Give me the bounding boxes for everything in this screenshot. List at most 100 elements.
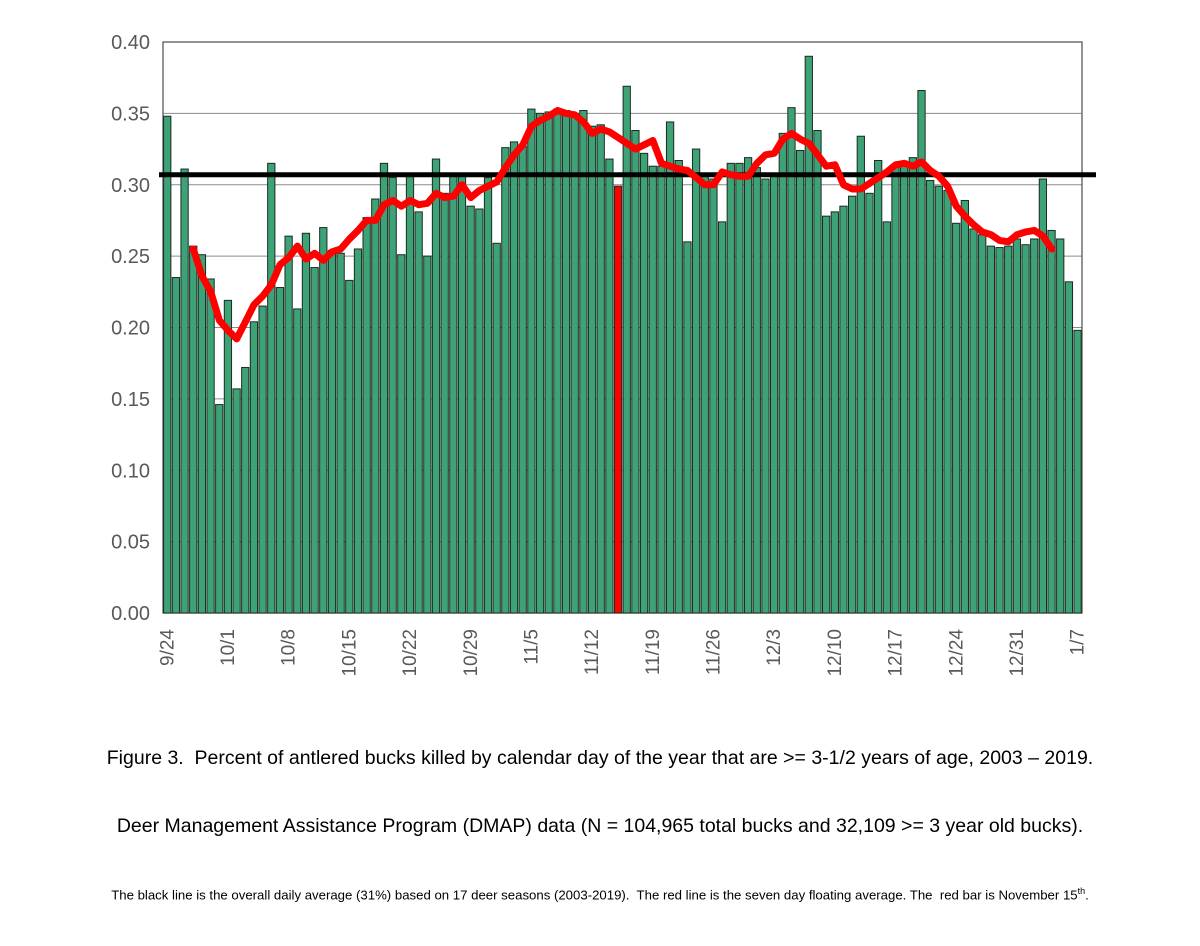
bar (761, 178, 770, 614)
bar (171, 277, 181, 614)
x-axis-tick-label: 10/8 (279, 629, 300, 666)
bar (596, 124, 605, 614)
bar (440, 192, 449, 614)
y-axis-tick-label: 0.00 (111, 603, 150, 625)
chart-svg: 0.00 0.05 0.10 0.15 0.20 0.25 0.30 0.35 0.40 9/24… (111, 32, 1096, 677)
bar (674, 159, 683, 614)
y-axis-tick-label: 0.25 (111, 246, 150, 268)
bar (249, 321, 259, 614)
bar (553, 108, 562, 614)
red-day-bar-nov15 (613, 185, 623, 614)
bar (822, 215, 831, 614)
bar (275, 287, 285, 614)
bar (579, 110, 588, 614)
x-axis-tick-label: 12/17 (886, 629, 907, 677)
bar (284, 235, 293, 614)
x-axis-tick-label: 11/19 (643, 629, 664, 675)
x-axis-tick-label: 10/15 (339, 629, 360, 677)
y-axis-tick-label: 0.20 (111, 318, 150, 340)
bar (215, 404, 224, 614)
bar (691, 148, 701, 614)
bar (622, 85, 631, 614)
bar (700, 172, 709, 614)
x-axis-tick-label: 10/29 (461, 629, 482, 677)
bar (995, 247, 1004, 614)
bar (362, 217, 371, 614)
bar (856, 135, 865, 614)
bar (336, 252, 345, 614)
y-axis-tick-label: 0.15 (111, 389, 150, 411)
bar (943, 189, 952, 614)
bar (319, 227, 328, 614)
bar (1004, 245, 1013, 614)
bar (926, 179, 935, 614)
bar (960, 199, 969, 614)
bar (267, 162, 276, 614)
bar (379, 162, 389, 614)
bar (466, 205, 475, 614)
x-axis-tick-label: 12/31 (1007, 629, 1028, 677)
bar (778, 132, 787, 614)
bar (1038, 178, 1048, 614)
y-axis-tick-label: 0.30 (111, 175, 150, 197)
bar (258, 305, 267, 614)
bar (414, 211, 423, 614)
y-axis-tick-label: 0.40 (111, 32, 150, 54)
bar (717, 221, 727, 614)
bar (1012, 238, 1022, 614)
x-axis-tick-label: 11/5 (522, 629, 543, 665)
bar (709, 178, 718, 614)
figure-caption: Figure 3. Percent of antlered bucks kill… (0, 704, 1200, 946)
figure-page: 0.00 0.05 0.10 0.15 0.20 0.25 0.30 0.35 0.40 9/24… (106, 32, 1096, 903)
x-axis-tick-label: 10/1 (218, 629, 239, 666)
footnote-period: . (1085, 887, 1089, 903)
bar (804, 55, 813, 614)
bar (639, 152, 649, 614)
bar (587, 125, 597, 614)
bar (544, 111, 553, 614)
bar (570, 112, 579, 614)
x-axis-tick-label: 11/12 (582, 629, 603, 675)
bar (527, 108, 536, 614)
bar (397, 254, 406, 614)
bar (752, 167, 761, 614)
bar (371, 198, 380, 614)
x-axis-tick-label: 12/3 (764, 629, 785, 666)
bar (830, 211, 839, 614)
footnote-superscript: th (1077, 886, 1086, 897)
figure-caption-line1: Figure 3. Percent of antlered bucks kill… (106, 747, 1094, 770)
bar (631, 130, 640, 614)
bar (518, 145, 527, 614)
x-axis-tick-label: 10/22 (400, 629, 421, 677)
bar (483, 177, 493, 614)
bar (1056, 238, 1065, 614)
bar (1030, 238, 1039, 614)
bar (917, 90, 926, 614)
plot-border (162, 41, 1083, 614)
bar (561, 110, 571, 614)
bar (197, 254, 207, 614)
bar (301, 232, 311, 614)
bar (1073, 329, 1082, 614)
bar (665, 121, 675, 614)
bar (882, 221, 891, 614)
bar (1021, 244, 1030, 614)
red-average-line (189, 107, 1056, 343)
bar (657, 165, 666, 614)
bar (934, 185, 943, 614)
bar (787, 107, 796, 614)
bar (978, 234, 987, 614)
bar (874, 159, 883, 614)
figure-footnote: The black line is the overall daily aver… (0, 886, 1200, 904)
bar (648, 165, 657, 614)
chart-area: 0.00 0.05 0.10 0.15 0.20 0.25 0.30 0.35 0.40 9/24… (111, 32, 1096, 677)
bar (293, 308, 302, 614)
bar (509, 141, 519, 614)
bar (683, 241, 692, 614)
bar (223, 299, 233, 614)
bar (839, 205, 848, 614)
bar (457, 175, 467, 614)
y-axis-tick-label: 0.05 (111, 532, 150, 554)
x-axis-tick-label: 12/10 (825, 629, 846, 677)
bar (908, 157, 917, 614)
